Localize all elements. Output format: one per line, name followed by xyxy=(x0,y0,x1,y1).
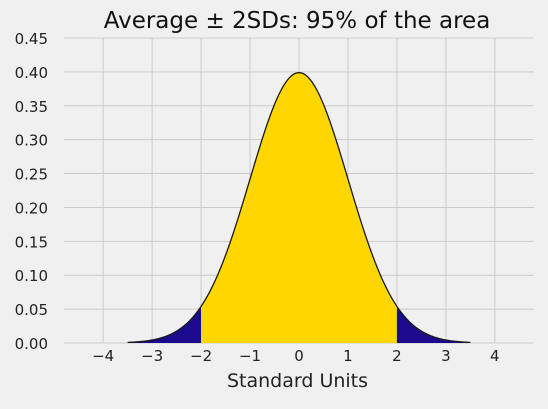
y-tick-label: 0.05 xyxy=(15,301,48,319)
shaded-region-0 xyxy=(127,306,202,343)
x-tick-label: −4 xyxy=(92,347,114,365)
x-tick-label: −1 xyxy=(239,347,261,365)
y-tick-label: 0.20 xyxy=(15,199,48,217)
y-tick-label: 0.35 xyxy=(15,98,48,116)
x-tick-label: 0 xyxy=(294,347,304,365)
shaded-region-2 xyxy=(396,306,471,343)
x-tick-label: 4 xyxy=(490,347,500,365)
x-tick-label: 1 xyxy=(343,347,353,365)
shaded-regions xyxy=(127,72,471,344)
y-tick-label: 0.25 xyxy=(15,166,48,184)
x-axis-label: Standard Units xyxy=(226,370,369,392)
density-curve xyxy=(127,71,471,344)
y-tick-label: 0.40 xyxy=(15,64,48,82)
y-tick-label: 0.10 xyxy=(15,267,48,285)
x-tick-label: 3 xyxy=(441,347,451,365)
x-axis-ticks: −4 −3 −2 −1 0 1 2 3 4 xyxy=(92,347,500,365)
x-tick-label: −2 xyxy=(190,347,212,365)
y-tick-label: 0.30 xyxy=(15,132,48,150)
chart-title: Average ± 2SDs: 95% of the area xyxy=(103,8,491,34)
shaded-region-1 xyxy=(201,72,397,344)
y-tick-label: 0.15 xyxy=(15,233,48,251)
density-curve-line xyxy=(127,71,471,344)
y-tick-label: 0.00 xyxy=(15,335,48,353)
y-axis-ticks: 0.00 0.05 0.10 0.15 0.20 0.25 0.30 0.35 0.40 0.45 xyxy=(15,30,48,353)
y-tick-label: 0.45 xyxy=(15,30,48,48)
x-tick-label: −3 xyxy=(141,347,163,365)
x-tick-label: 2 xyxy=(392,347,402,365)
